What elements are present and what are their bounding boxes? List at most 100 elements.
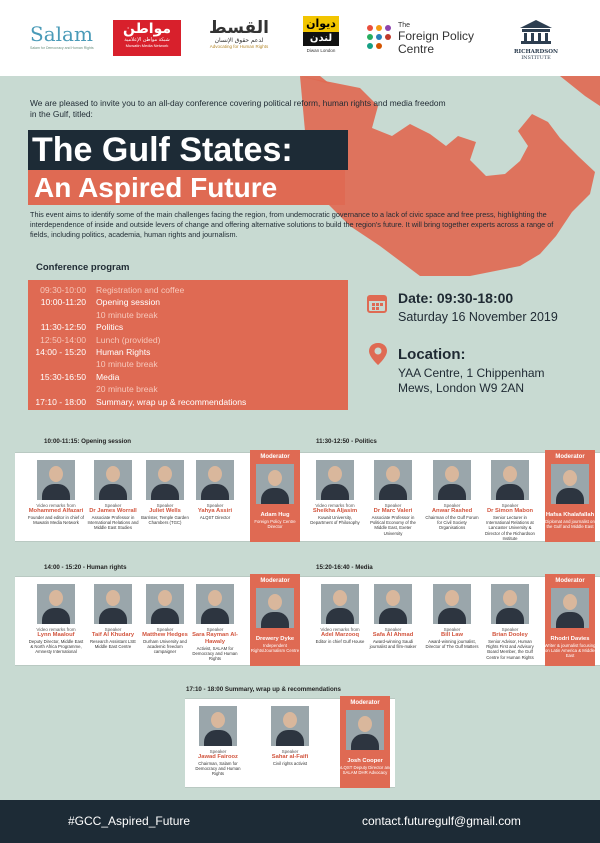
speaker: Video remarks from Mohammed Alfazari Found… — [28, 460, 84, 525]
photo-body — [151, 484, 179, 500]
speaker-photo — [37, 460, 75, 500]
moderator-label: Moderator — [260, 454, 290, 460]
program-heading: Conference program — [36, 262, 130, 273]
logo-dots — [367, 25, 391, 49]
speaker-name: Dr Simon Mabon — [486, 508, 534, 514]
speaker-role: Speaker — [104, 627, 122, 632]
speaker-desc: Writer & journalist focusing on Latin Am… — [544, 643, 596, 659]
program-event: Summary, wrap up & recommendations — [96, 396, 247, 407]
logo-building — [520, 20, 552, 44]
moderator-column: Moderator Adam Hug Foreign Policy Centre D… — [250, 450, 300, 542]
speaker-desc: Diplomat and journalist on the Gulf and … — [545, 519, 595, 530]
speaker-photo — [346, 710, 384, 750]
logo-text: مواطن — [122, 20, 172, 36]
speaker-name: Sheikha Aljasim — [312, 508, 358, 514]
photo-body — [204, 730, 232, 746]
moderator: Josh Cooper ALQST Deputy Director and SAL… — [337, 710, 393, 775]
main-area: We are pleased to invite you to an all-d… — [0, 76, 600, 800]
speaker: Speaker Brian Dooley Senior Advisor, Human… — [482, 584, 538, 660]
speaker-desc: Associate Professor in International Rel… — [87, 515, 139, 531]
photo-body — [201, 484, 229, 500]
speaker: Video remarks from Lynn Maalouf Deputy Dir… — [28, 584, 84, 655]
speaker-desc: Durham University and academic freedom c… — [143, 639, 187, 655]
program-row: 20 minute break — [28, 383, 348, 395]
moderator: Rhodri Davies Writer & journalist focusin… — [542, 588, 598, 659]
speaker-photo — [491, 584, 529, 624]
program-event: Lunch (provided) — [96, 334, 161, 345]
speaker-desc: Chairman of the Gulf Forum for Civil Soc… — [425, 515, 479, 531]
speaker-role: Speaker — [104, 503, 122, 508]
speaker-photo — [146, 460, 184, 500]
photo-head — [386, 590, 400, 606]
photo-head — [503, 466, 517, 482]
logo-subtitle: Advocating for Human Rights — [209, 44, 269, 49]
moderator-column: Moderator Rhodri Davies Writer & journalis… — [542, 574, 598, 666]
speaker-desc: ALQST Director — [199, 515, 231, 520]
logo-text: لندن — [303, 32, 339, 46]
speaker-photo — [551, 464, 589, 504]
speaker-role: Speaker — [206, 627, 224, 632]
program-row: 11:30-12:50 Politics — [28, 321, 348, 333]
speaker-photo — [94, 584, 132, 624]
speaker-desc: Civil rights activist — [272, 761, 308, 766]
speaker-photo — [199, 706, 237, 746]
speaker-desc: Associate Professor in Political Economy… — [370, 515, 416, 536]
speaker-photo — [37, 584, 75, 624]
photo-head — [208, 590, 222, 606]
title: The Gulf States: — [32, 131, 293, 169]
logo-text: القسط — [209, 18, 269, 37]
speaker: Speaker Bill Law Award-winning journalist,… — [424, 584, 480, 649]
speaker-name: Sahar al-Faifi — [271, 754, 309, 760]
photo-head — [503, 590, 517, 606]
speaker-desc: Foreign Policy Centre Director — [254, 519, 296, 530]
speaker-desc: Senior Lecturer in International Relatio… — [485, 515, 535, 541]
speaker-role: Speaker — [443, 503, 461, 508]
logo-diwan: ديوان لندن Diwan London — [303, 16, 339, 53]
photo-body — [496, 608, 524, 624]
calendar-icon — [367, 295, 387, 313]
logo-text: RICHARDSON — [513, 49, 559, 55]
moderator: Drewery Dyke Independent Rights/Journalis… — [247, 588, 303, 653]
program-event: 10 minute break — [96, 359, 158, 370]
photo-body — [42, 608, 70, 624]
photo-head — [49, 466, 63, 482]
photo-head — [563, 470, 577, 486]
speaker: Speaker Yahya Assiri ALQST Director — [187, 460, 243, 520]
speaker: Speaker Sahar al-Faifi Civil rights activi… — [262, 706, 318, 766]
photo-body — [321, 484, 349, 500]
speaker-photo — [321, 584, 359, 624]
program-row: 17:10 - 18:00 Summary, wrap up & recommen… — [28, 396, 348, 408]
photo-head — [106, 590, 120, 606]
description: This event aims to identify some of the … — [30, 210, 554, 239]
location-label: Location: — [398, 346, 466, 363]
photo-body — [99, 484, 127, 500]
speaker: Speaker Dr Marc Valeri Associate Professor… — [365, 460, 421, 536]
moderator-label: Moderator — [555, 578, 585, 584]
speaker-desc: Award-winning Saudi journalist and film-… — [369, 639, 417, 650]
program-row: 10:00-11:20 Opening session — [28, 296, 348, 308]
speaker-name: Jawad Fairooz — [198, 754, 238, 760]
speaker: Speaker Safa Al Ahmad Award-winning Saudi … — [365, 584, 421, 649]
date-label: Date: 09:30-18:00 — [398, 290, 514, 306]
speaker-role: Speaker — [156, 503, 174, 508]
speaker-role: Speaker — [156, 627, 174, 632]
speaker-role: Speaker — [384, 627, 402, 632]
moderator-label: Moderator — [555, 454, 585, 460]
speaker: Speaker Jawad Fairooz Chairman, Salam for … — [190, 706, 246, 777]
moderator-column: Moderator Hafsa Khalafallah Diplomat and j… — [545, 450, 595, 542]
photo-body — [326, 608, 354, 624]
speaker-name: Yahya Assiri — [197, 508, 233, 514]
speaker-role: Speaker — [501, 503, 519, 508]
speaker-name: Bill Law — [441, 632, 463, 638]
moderator-column: Moderator Josh Cooper ALQST Deputy Directo… — [337, 696, 393, 788]
session-title: 10:00-11:15: Opening session — [44, 438, 132, 445]
speaker-desc: Deputy Director, Middle East & North Afr… — [28, 639, 84, 655]
title-box: An Aspired Future — [28, 170, 345, 205]
session-title: 14:00 - 15:20 - Human rights — [44, 564, 127, 571]
speaker-role: Speaker — [501, 627, 519, 632]
speaker-name: Brian Dooley — [492, 632, 528, 638]
speaker-desc: Kuwait University, Department of Philoso… — [310, 515, 360, 526]
speaker-name: Lynn Maalouf — [37, 632, 75, 638]
logo-muwatin: مواطن شبكة مواطن الإعلامية Muwatin Media… — [113, 20, 181, 56]
moderator: Adam Hug Foreign Policy Centre Director — [247, 464, 303, 529]
